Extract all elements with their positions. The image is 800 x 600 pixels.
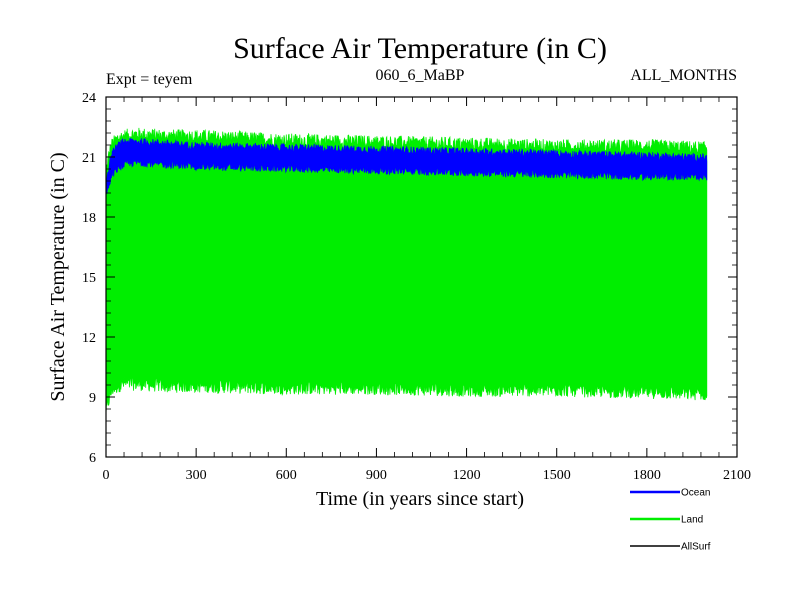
axis-ticks — [105, 96, 738, 458]
legend-entry-ocean: Ocean — [630, 488, 710, 499]
chart-subtitle-center: 060_6_MaBP — [376, 67, 465, 84]
chart-legend: Ocean Land AllSurf — [630, 488, 711, 553]
x-axis-label: Time (in years since start) — [316, 488, 524, 510]
y-tick-label: 15 — [82, 271, 96, 286]
legend-label: Land — [681, 515, 703, 526]
y-tick-label: 24 — [82, 91, 96, 106]
chart-subtitle-right: ALL_MONTHS — [630, 67, 737, 84]
y-tick-label: 12 — [82, 331, 96, 346]
legend-label: AllSurf — [681, 542, 711, 553]
chart-subtitle-left: Expt = teyem — [106, 71, 193, 88]
x-tick-label: 900 — [366, 468, 387, 483]
x-tick-label: 1800 — [633, 468, 661, 483]
y-tick-label: 18 — [82, 211, 96, 226]
axis-tick-labels: 0 300 600 900 1200 1500 1800 2100 6 9 12 15 18 21 24 — [82, 91, 751, 483]
x-tick-label: 0 — [103, 468, 110, 483]
legend-label: Ocean — [681, 488, 710, 499]
x-tick-label: 600 — [276, 468, 297, 483]
y-tick-label: 6 — [89, 451, 96, 466]
series-land — [105, 127, 708, 415]
legend-entry-land: Land — [630, 515, 703, 526]
y-axis-label: Surface Air Temperature (in C) — [47, 152, 69, 401]
plot-data-layer — [105, 127, 708, 415]
x-tick-label: 300 — [186, 468, 207, 483]
x-tick-label: 2100 — [723, 468, 751, 483]
series-ocean-band — [105, 137, 708, 196]
x-tick-label: 1200 — [453, 468, 481, 483]
chart-title: Surface Air Temperature (in C) — [233, 32, 607, 65]
x-tick-label: 1500 — [543, 468, 571, 483]
legend-entry-allsurf: AllSurf — [630, 542, 711, 553]
y-tick-label: 21 — [82, 151, 96, 166]
y-tick-label: 9 — [89, 391, 96, 406]
series-land-band — [105, 127, 708, 415]
series-ocean — [105, 137, 708, 196]
